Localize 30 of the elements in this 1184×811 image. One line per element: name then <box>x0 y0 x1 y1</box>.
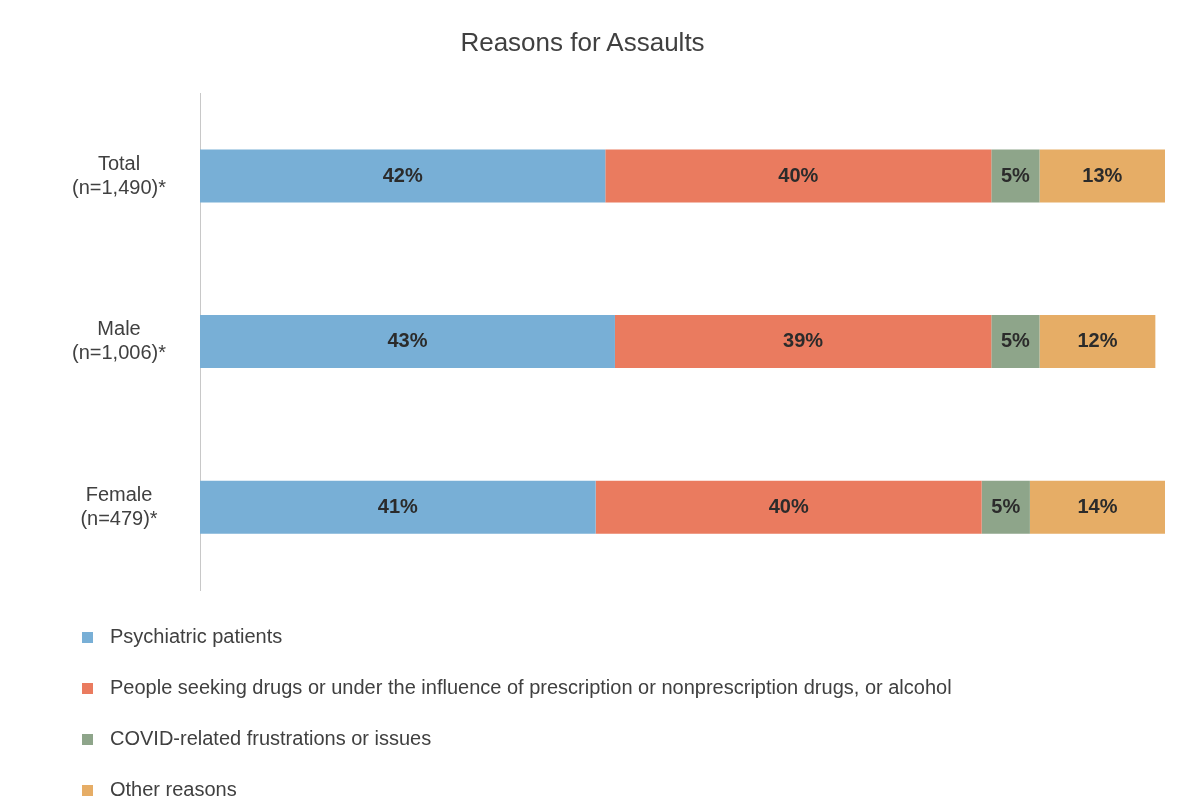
legend-label: Other reasons <box>110 777 237 800</box>
legend-label: Psychiatric patients <box>110 624 283 647</box>
data-label: 13% <box>1082 163 1123 186</box>
y-tick-label: Male (n=1,006)* <box>72 317 167 364</box>
data-label: 5% <box>1000 163 1031 186</box>
data-label: 40% <box>778 163 819 186</box>
data-label: 5% <box>991 494 1021 517</box>
bar <box>991 315 1040 369</box>
bar <box>1039 315 1156 369</box>
data-label: 40% <box>768 494 809 517</box>
bar <box>605 149 992 203</box>
bar <box>1029 480 1165 534</box>
data-label: 41% <box>377 494 419 517</box>
chart-title: Reasons for Assaults <box>460 26 705 57</box>
data-label: 39% <box>783 329 824 352</box>
bar <box>614 315 992 369</box>
data-label: 42% <box>382 163 423 186</box>
data-label: 43% <box>387 329 428 352</box>
y-tick-label: Total (n=1,490)* <box>72 151 167 198</box>
bar <box>595 480 982 534</box>
legend-label: COVID-related frustrations or issues <box>110 726 432 749</box>
y-tick-label: Female (n=479)* <box>80 482 158 529</box>
data-label: 5% <box>1000 329 1031 352</box>
data-label: 12% <box>1077 329 1118 352</box>
data-label: 14% <box>1077 494 1118 517</box>
bar <box>1039 149 1165 203</box>
legend-label: People seeking drugs or under the influence of prescription or nonprescription drugs, or alcohol <box>110 675 952 698</box>
bar <box>200 149 606 203</box>
bar <box>200 480 596 534</box>
bar <box>200 315 615 369</box>
